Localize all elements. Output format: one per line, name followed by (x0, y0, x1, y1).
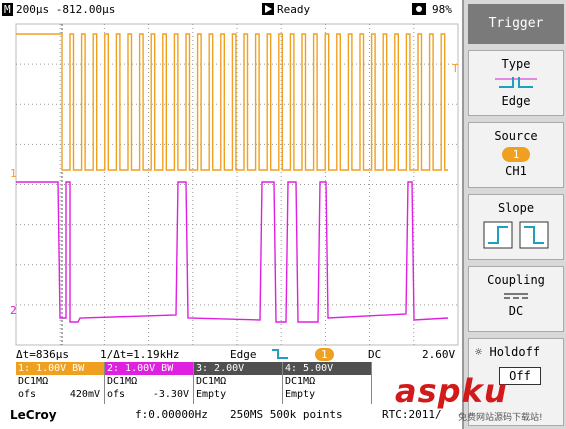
power-icon (412, 3, 426, 18)
offset-label: ofs (107, 389, 126, 400)
bottom-bar: LeCroy f:0.00000Hz 250MS 500k points RTC… (0, 404, 566, 429)
waveform-plot (15, 23, 459, 346)
holdoff-label: Holdoff (489, 345, 541, 359)
ch1-marker: 1 (10, 167, 17, 180)
channel-2-offset-row: ofs -3.30V (105, 388, 193, 401)
coupling-softkey[interactable]: Coupling DC (468, 266, 564, 332)
channel-3-offset: Empty (196, 389, 227, 400)
run-status: Ready (277, 3, 311, 16)
mode-badge: M (2, 3, 13, 16)
channel-4-offset: Empty (285, 389, 316, 400)
rtc-readout: RTC:2011/ (382, 408, 442, 421)
source-badge: 1 (502, 147, 530, 162)
offset-label: ofs (18, 389, 37, 400)
channel-1-info[interactable]: 1: 1.00V BW DC1MΩ ofs 420mV (16, 362, 105, 404)
edge-icon (270, 347, 290, 364)
gear-icon: ☼ (475, 345, 483, 359)
trigger-source-badge: 1 (315, 348, 334, 361)
channel-4-info[interactable]: 4: 5.00V DC1MΩ Empty (283, 362, 372, 404)
channel-1-scale: 1: 1.00V BW (16, 362, 104, 375)
channel-2-coupling: DC1MΩ (107, 376, 138, 387)
inverse-delta-t: 1/Δt=1.19kHz (100, 348, 180, 361)
type-label: Type (501, 57, 531, 71)
ch2-marker: 2 (10, 304, 17, 317)
source-softkey[interactable]: Source 1 CH1 (468, 122, 564, 188)
dc-coupling-icon (469, 291, 563, 304)
channel-1-coupling: DC1MΩ (18, 376, 49, 387)
holdoff-softkey[interactable]: ☼ Holdoff Off (468, 338, 564, 426)
trigger-menu-panel: Trigger Type Edge Source 1 CH1 Slope Cou… (462, 0, 566, 429)
channel-1-offset: 420mV (69, 389, 100, 400)
channel-3-scale: 3: 2.00V (194, 362, 282, 375)
type-softkey[interactable]: Type Edge (468, 50, 564, 116)
coupling-value: DC (508, 304, 524, 318)
edge-type-icon (469, 73, 563, 94)
source-label: Source (494, 129, 538, 143)
slope-softkey[interactable]: Slope (468, 194, 564, 260)
slope-options (469, 221, 563, 252)
channel-2-info[interactable]: 2: 1.00V BW DC1MΩ ofs -3.30V (105, 362, 194, 404)
channel-4-coupling: DC1MΩ (285, 376, 316, 387)
trigger-type-readout: Edge (230, 348, 257, 361)
trigger-menu-title: Trigger (468, 4, 564, 44)
status-bar: M 200µs -812.00µs Ready 98% (0, 0, 462, 22)
channel-3-info[interactable]: 3: 2.00V DC1MΩ Empty (194, 362, 283, 404)
measurement-row: Δt=836µs 1/Δt=1.19kHz Edge 1 DC 2.60V (0, 347, 462, 362)
rising-edge-icon (483, 221, 513, 249)
holdoff-value: Off (499, 367, 541, 385)
channel-3-coupling: DC1MΩ (196, 376, 227, 387)
sample-rate-readout: 250MS 500k points (230, 408, 343, 421)
delta-t: Δt=836µs (16, 348, 69, 361)
source-value: CH1 (505, 164, 527, 178)
trigger-level-marker: T (452, 62, 459, 75)
channel-2-scale: 2: 1.00V BW (105, 362, 193, 375)
frequency-readout: f:0.00000Hz (135, 408, 208, 421)
waveform-screen[interactable]: T 1 2 (0, 22, 462, 347)
coupling-label: Coupling (487, 273, 545, 287)
brand-logo: LeCroy (10, 408, 57, 422)
channel-2-trace (16, 181, 449, 323)
play-icon (262, 3, 274, 18)
falling-edge-icon (519, 221, 549, 249)
battery-level: 98% (432, 3, 452, 16)
slope-label: Slope (497, 201, 535, 215)
watermark-logo: aspku (395, 372, 508, 410)
trigger-coupling-readout: DC (368, 348, 382, 361)
channel-1-trace (16, 33, 448, 171)
timebase-readout: 200µs -812.00µs (16, 3, 116, 16)
type-value: Edge (501, 94, 531, 108)
watermark-subtitle: 免费网站源码下载站! (458, 413, 543, 423)
channel-2-offset: -3.30V (152, 389, 189, 400)
channel-4-scale: 4: 5.00V (283, 362, 371, 375)
channel-1-offset-row: ofs 420mV (16, 388, 104, 401)
trigger-level-readout: 2.60V (422, 348, 456, 361)
